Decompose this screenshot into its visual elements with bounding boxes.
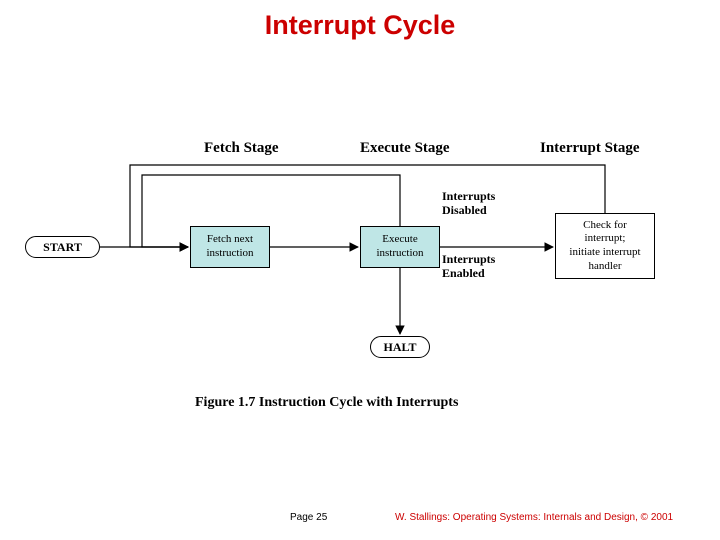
node-execute: Executeinstruction (360, 226, 440, 268)
edge-label-disabled: InterruptsDisabled (442, 190, 495, 218)
node-fetch: Fetch nextinstruction (190, 226, 270, 268)
node-start: START (25, 236, 100, 258)
node-start-label: START (43, 240, 82, 255)
figure-caption: Figure 1.7 Instruction Cycle with Interr… (195, 395, 458, 411)
footer-page-number: Page 25 (290, 512, 327, 523)
stage-label-interrupt: Interrupt Stage (540, 140, 640, 157)
edge-label-enabled: InterruptsEnabled (442, 253, 495, 281)
node-check: Check forinterrupt;initiate interrupthan… (555, 213, 655, 279)
node-fetch-label: Fetch nextinstruction (206, 233, 253, 261)
node-halt: HALT (370, 336, 430, 358)
node-execute-label: Executeinstruction (376, 233, 423, 261)
node-check-label: Check forinterrupt;initiate interrupthan… (569, 219, 640, 274)
stage-label-execute: Execute Stage (360, 140, 450, 157)
footer-attribution: W. Stallings: Operating Systems: Interna… (395, 512, 673, 523)
node-halt-label: HALT (384, 340, 417, 355)
stage-label-fetch: Fetch Stage (204, 140, 279, 157)
page-title: Interrupt Cycle (0, 10, 720, 41)
